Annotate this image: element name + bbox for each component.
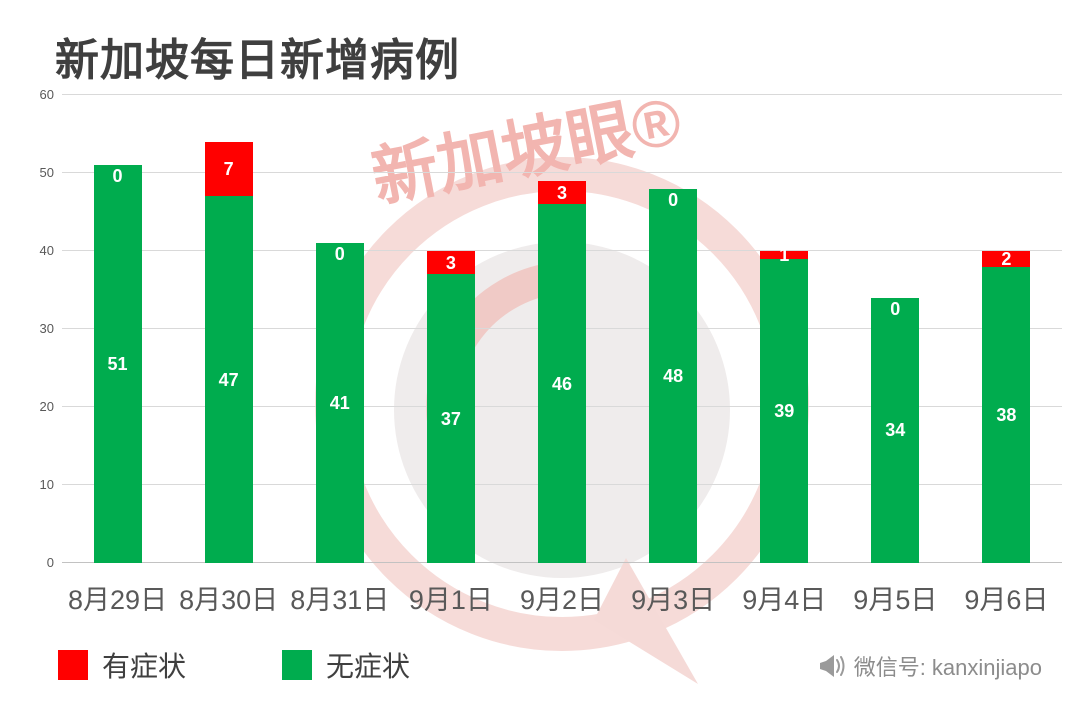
bar-column: 3 46 — [506, 95, 617, 563]
bar-segment-symptomatic — [537, 180, 586, 205]
stacked-bar: 0 48 — [649, 95, 698, 563]
bar-segment-asymptomatic — [426, 274, 475, 563]
asymptomatic-value-label: 41 — [329, 393, 350, 414]
y-axis-tick-label: 30 — [39, 321, 54, 336]
x-axis-label: 9月3日 — [631, 585, 716, 615]
bar-segment-symptomatic — [982, 251, 1031, 267]
x-axis-label: 9月5日 — [853, 585, 938, 615]
symptomatic-value-label: 1 — [779, 244, 790, 265]
stacked-bar: 0 34 — [871, 95, 920, 563]
bar-segment-asymptomatic — [982, 266, 1031, 563]
y-axis-tick-label: 10 — [39, 477, 54, 493]
y-axis-tick-label: 20 — [39, 399, 54, 415]
plot-area: 0 10 20 30 40 50 60 0 51 7 47 0 41 3 37 3 46 0 48 1 39 0 34 2 38 — [40, 87, 1062, 570]
legend-swatch-red — [58, 650, 88, 680]
bar-segment-symptomatic — [426, 251, 475, 275]
x-axis-label: 8月31日 — [290, 585, 390, 615]
x-axis-label: 9月1日 — [408, 585, 493, 615]
bar-column: 3 37 — [395, 95, 506, 563]
x-axis-label: 8月29日 — [68, 585, 168, 615]
bars-container: 0 51 7 47 0 41 3 37 3 46 0 48 1 39 0 34 2 38 — [62, 95, 1062, 563]
symptomatic-zero-label: 0 — [890, 298, 901, 319]
bar-segment-asymptomatic — [871, 297, 920, 563]
symptomatic-value-label: 3 — [556, 182, 567, 203]
symptomatic-value-label: 7 — [223, 159, 234, 180]
legend-item-symptomatic: 有症状 — [58, 645, 186, 685]
stacked-bar: 2 38 — [982, 95, 1031, 563]
x-axis: 8月29日 8月30日 8月31日 9月1日 9月2日 9月3日 9月4日 9月5日 9月6日 — [62, 578, 1062, 617]
asymptomatic-value-label: 48 — [663, 365, 684, 386]
stacked-bar: 0 41 — [315, 95, 364, 563]
bar-segment-asymptomatic — [315, 243, 364, 563]
x-axis-label: 9月2日 — [519, 585, 605, 615]
stacked-bar: 3 37 — [426, 95, 475, 563]
y-axis-tick-label: 40 — [39, 243, 54, 259]
bar-segment-symptomatic — [760, 251, 809, 259]
symptomatic-value-label: 2 — [1001, 248, 1012, 269]
bar-column: 0 51 — [62, 95, 173, 563]
x-axis-label: 8月30日 — [179, 585, 279, 615]
bar-column: 2 38 — [951, 95, 1062, 563]
bar-segment-asymptomatic — [649, 188, 698, 563]
symptomatic-zero-label: 0 — [334, 244, 345, 265]
asymptomatic-value-label: 39 — [774, 400, 795, 421]
asymptomatic-value-label: 51 — [107, 354, 128, 375]
asymptomatic-value-label: 47 — [218, 369, 239, 390]
y-axis-tick-label: 60 — [39, 87, 54, 102]
asymptomatic-value-label: 37 — [440, 408, 461, 429]
gridline — [62, 172, 1062, 173]
stacked-bar: 1 39 — [760, 95, 809, 563]
legend-label-symptomatic: 有症状 — [102, 651, 187, 682]
bar-column: 7 47 — [173, 95, 284, 563]
bar-column: 0 41 — [284, 95, 395, 563]
x-axis-label: 9月4日 — [742, 585, 827, 615]
bar-segment-asymptomatic — [204, 196, 253, 563]
footer: 微信号: kanxinjiapo — [817, 650, 1042, 682]
asymptomatic-value-label: 46 — [551, 373, 572, 394]
symptomatic-zero-label: 0 — [112, 166, 123, 187]
bar-column: 0 48 — [618, 95, 729, 563]
bar-segment-symptomatic — [204, 141, 253, 197]
gridline — [62, 94, 1062, 95]
stacked-bar: 7 47 — [204, 95, 253, 563]
stacked-bar: 0 51 — [93, 95, 142, 563]
asymptomatic-value-label: 38 — [996, 404, 1017, 425]
bar-column: 1 39 — [729, 95, 840, 563]
legend: 有症状 无症状 — [58, 645, 410, 685]
symptomatic-zero-label: 0 — [668, 189, 679, 210]
y-axis-tick-label: 50 — [39, 165, 54, 180]
y-axis-tick-label: 0 — [46, 555, 54, 570]
stacked-bar: 3 46 — [537, 95, 586, 563]
legend-swatch-green — [282, 650, 313, 680]
legend-label-asymptomatic: 无症状 — [326, 651, 411, 682]
legend-item-asymptomatic: 无症状 — [282, 645, 410, 685]
asymptomatic-value-label: 34 — [885, 420, 906, 441]
page-title: 新加坡每日新增病例 — [55, 36, 460, 85]
bar-segment-asymptomatic — [93, 165, 142, 563]
bar-column: 0 34 — [840, 95, 951, 563]
symptomatic-value-label: 3 — [445, 252, 456, 273]
wechat-id-label: 微信号: kanxinjiapo — [853, 655, 1042, 680]
bar-segment-asymptomatic — [537, 204, 586, 563]
megaphone-icon — [819, 655, 845, 677]
bar-segment-asymptomatic — [760, 258, 809, 563]
x-axis-label: 9月6日 — [964, 585, 1049, 615]
